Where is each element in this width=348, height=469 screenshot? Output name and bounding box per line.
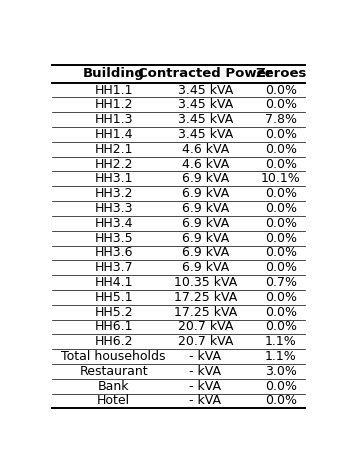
Text: Restaurant: Restaurant (79, 365, 148, 378)
Text: 7.8%: 7.8% (265, 113, 297, 126)
Text: 0.0%: 0.0% (265, 158, 297, 171)
Text: HH3.4: HH3.4 (94, 217, 133, 230)
Text: Zeroes: Zeroes (255, 68, 307, 81)
Text: 1.1%: 1.1% (265, 350, 297, 363)
Text: HH4.1: HH4.1 (94, 276, 133, 289)
Text: - kVA: - kVA (189, 380, 221, 393)
Text: 0.0%: 0.0% (265, 246, 297, 259)
Text: HH3.6: HH3.6 (94, 246, 133, 259)
Text: 0.0%: 0.0% (265, 143, 297, 156)
Text: 6.9 kVA: 6.9 kVA (182, 232, 229, 245)
Text: HH2.1: HH2.1 (94, 143, 133, 156)
Text: Contracted Power: Contracted Power (138, 68, 272, 81)
Text: HH3.5: HH3.5 (94, 232, 133, 245)
Text: HH1.3: HH1.3 (94, 113, 133, 126)
Text: HH3.7: HH3.7 (94, 261, 133, 274)
Text: HH1.4: HH1.4 (94, 128, 133, 141)
Text: 20.7 kVA: 20.7 kVA (177, 335, 233, 348)
Text: 3.45 kVA: 3.45 kVA (178, 113, 233, 126)
Text: 4.6 kVA: 4.6 kVA (182, 158, 229, 171)
Text: 1.1%: 1.1% (265, 335, 297, 348)
Text: HH6.2: HH6.2 (94, 335, 133, 348)
Text: HH1.1: HH1.1 (94, 83, 133, 97)
Text: 0.7%: 0.7% (265, 276, 297, 289)
Text: 6.9 kVA: 6.9 kVA (182, 217, 229, 230)
Text: 0.0%: 0.0% (265, 187, 297, 200)
Text: HH3.3: HH3.3 (94, 202, 133, 215)
Text: 0.0%: 0.0% (265, 394, 297, 408)
Text: 6.9 kVA: 6.9 kVA (182, 187, 229, 200)
Text: 0.0%: 0.0% (265, 217, 297, 230)
Text: HH3.1: HH3.1 (94, 173, 133, 185)
Text: HH5.2: HH5.2 (94, 306, 133, 318)
Text: 3.45 kVA: 3.45 kVA (178, 128, 233, 141)
Text: Total households: Total households (61, 350, 166, 363)
Text: 0.0%: 0.0% (265, 232, 297, 245)
Text: 0.0%: 0.0% (265, 380, 297, 393)
Text: - kVA: - kVA (189, 365, 221, 378)
Text: 6.9 kVA: 6.9 kVA (182, 246, 229, 259)
Text: 10.35 kVA: 10.35 kVA (174, 276, 237, 289)
Text: 0.0%: 0.0% (265, 202, 297, 215)
Text: HH5.1: HH5.1 (94, 291, 133, 304)
Text: HH2.2: HH2.2 (94, 158, 133, 171)
Text: Bank: Bank (98, 380, 129, 393)
Text: 3.45 kVA: 3.45 kVA (178, 83, 233, 97)
Text: 0.0%: 0.0% (265, 291, 297, 304)
Text: 6.9 kVA: 6.9 kVA (182, 202, 229, 215)
Text: - kVA: - kVA (189, 350, 221, 363)
Text: 3.0%: 3.0% (265, 365, 297, 378)
Text: Building: Building (83, 68, 144, 81)
Text: Hotel: Hotel (97, 394, 130, 408)
Text: 10.1%: 10.1% (261, 173, 301, 185)
Text: 3.45 kVA: 3.45 kVA (178, 98, 233, 111)
Text: 0.0%: 0.0% (265, 261, 297, 274)
Text: 4.6 kVA: 4.6 kVA (182, 143, 229, 156)
Text: HH1.2: HH1.2 (94, 98, 133, 111)
Text: - kVA: - kVA (189, 394, 221, 408)
Text: 0.0%: 0.0% (265, 320, 297, 333)
Text: 17.25 kVA: 17.25 kVA (174, 291, 237, 304)
Text: 6.9 kVA: 6.9 kVA (182, 173, 229, 185)
Text: 0.0%: 0.0% (265, 83, 297, 97)
Text: 17.25 kVA: 17.25 kVA (174, 306, 237, 318)
Text: 6.9 kVA: 6.9 kVA (182, 261, 229, 274)
Text: 0.0%: 0.0% (265, 98, 297, 111)
Text: 20.7 kVA: 20.7 kVA (177, 320, 233, 333)
Text: 0.0%: 0.0% (265, 128, 297, 141)
Text: HH6.1: HH6.1 (94, 320, 133, 333)
Text: 0.0%: 0.0% (265, 306, 297, 318)
Text: HH3.2: HH3.2 (94, 187, 133, 200)
